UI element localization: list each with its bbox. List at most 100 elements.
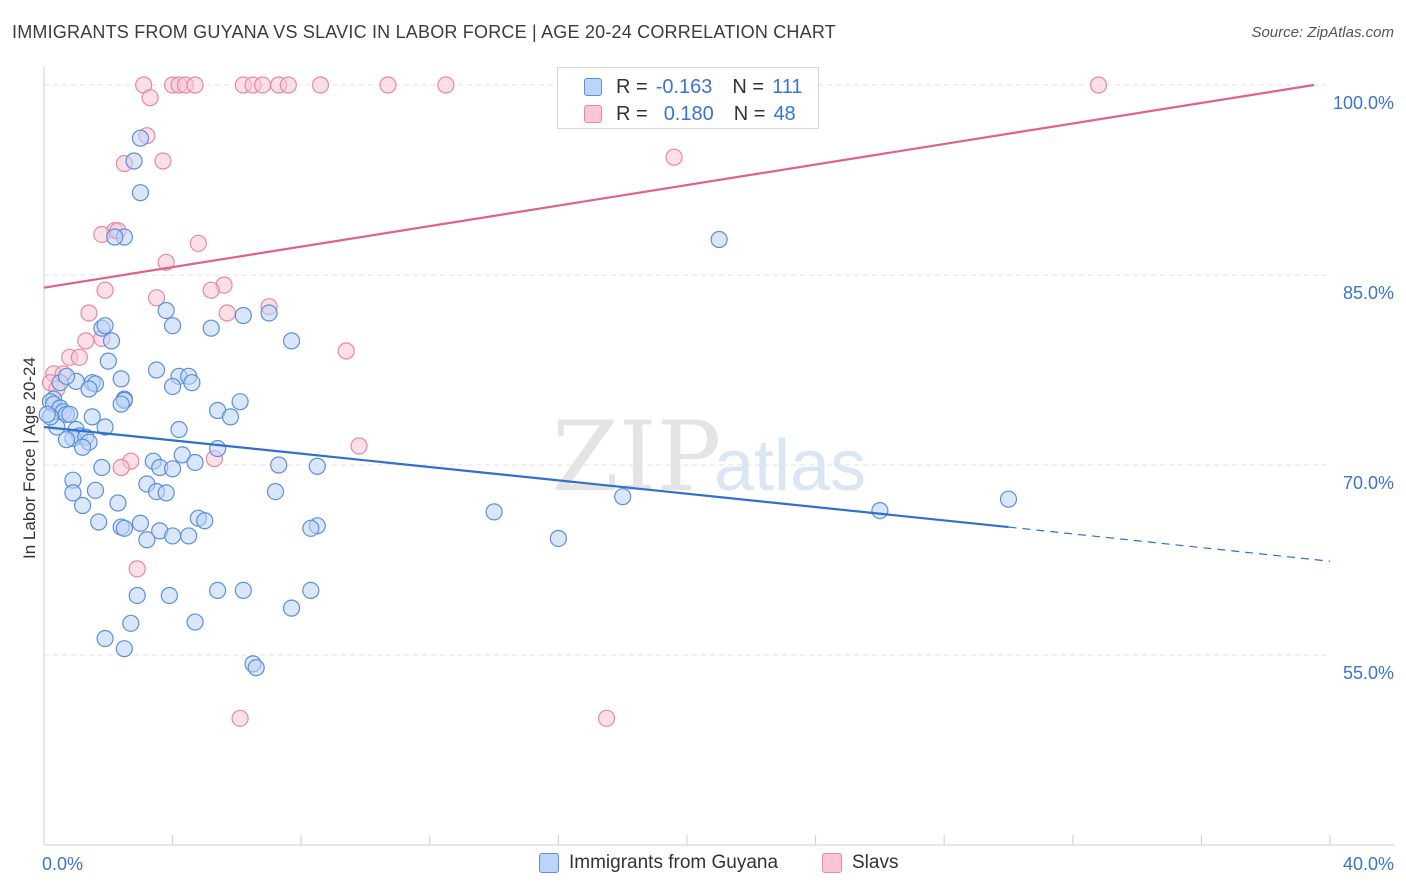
guyana-point [83, 408, 101, 426]
y-tick-label: 100.0% [1333, 93, 1394, 113]
watermark-zip: ZIP [552, 401, 721, 513]
gridlines [44, 84, 1330, 656]
guyana-point [549, 529, 568, 548]
guyana-point [308, 457, 326, 475]
guyana-point [131, 184, 150, 202]
guyana-point [157, 301, 175, 320]
y-tick-label: 55.0% [1343, 663, 1394, 683]
guyana-point [485, 503, 503, 521]
guyana-point [180, 527, 198, 545]
guyana-point [999, 490, 1018, 508]
guyana-point [871, 502, 889, 520]
slavs-point [1089, 76, 1108, 94]
guyana-point [270, 456, 288, 474]
guyana-point [710, 230, 728, 249]
r-value: -0.163 [655, 75, 713, 98]
guyana-legend-swatch [539, 853, 559, 873]
guyana-point [73, 438, 92, 456]
guyana-point [112, 395, 130, 413]
slavs-point [189, 234, 207, 252]
guyana-point [302, 581, 320, 600]
r-label: R = [616, 102, 648, 125]
guyana-trend-line [43, 425, 1009, 529]
guyana-trend-extension [1008, 526, 1331, 562]
guyana-point [96, 317, 114, 335]
guyana-point [57, 431, 76, 449]
slavs-swatch [584, 105, 602, 123]
guyana-point [73, 496, 92, 515]
axes [43, 66, 1394, 846]
guyana-point [302, 519, 320, 537]
guyana-point [102, 332, 121, 350]
guyana-point [115, 519, 133, 537]
guyana-point [164, 527, 182, 545]
legend-item-slavs[interactable]: Slavs [822, 852, 898, 874]
guyana-point [266, 483, 285, 501]
watermark-atlas: atlas [714, 426, 866, 506]
legend-row-guyana: R = -0.163 N = 111 [584, 74, 803, 100]
guyana-point [186, 613, 204, 631]
guyana-point [57, 367, 76, 385]
data-points [38, 76, 1108, 727]
guyana-point [64, 484, 82, 502]
slavs-point [218, 304, 236, 322]
slavs-point [665, 148, 683, 166]
r-value: 0.180 [663, 102, 714, 125]
series-legend: Immigrants from Guyana Slavs [0, 852, 1406, 878]
chart-title: IMMIGRANTS FROM GUYANA VS SLAVIC IN LABO… [12, 22, 836, 42]
guyana-point [90, 513, 108, 531]
slavs-point [254, 76, 272, 94]
guyana-point [209, 439, 227, 458]
guyana-point [186, 453, 204, 472]
slavs-legend-swatch [822, 853, 842, 873]
y-tick-label: 70.0% [1343, 473, 1394, 493]
slavs-point [311, 76, 330, 94]
guyana-point [109, 494, 127, 512]
stats-legend: R = -0.163 N = 111 R = 0.180 N = 48 [557, 67, 819, 129]
guyana-point [160, 586, 178, 605]
guyana-point [106, 228, 124, 246]
slavs-point [598, 709, 616, 727]
slavs-point [231, 709, 249, 727]
guyana-point [112, 370, 130, 388]
guyana-point [170, 420, 188, 439]
guyana-point [80, 380, 98, 398]
guyana-point [614, 488, 632, 506]
n-value: 48 [773, 102, 796, 125]
guyana-point [221, 408, 240, 426]
guyana-point [125, 152, 143, 170]
guyana-point [260, 304, 278, 322]
guyana-point [115, 640, 133, 658]
n-value: 111 [772, 75, 803, 98]
slavs-trend-line [43, 83, 1315, 289]
legend-item-guyana[interactable]: Immigrants from Guyana [539, 852, 778, 874]
slavs-point [147, 289, 166, 307]
slavs-point [128, 560, 146, 578]
slavs-point [80, 304, 98, 322]
guyana-point [247, 659, 265, 677]
slavs-point [379, 76, 397, 94]
slavs-point [70, 348, 88, 366]
guyana-point [131, 514, 150, 532]
guyana-point [231, 393, 249, 411]
guyana-point [96, 418, 114, 436]
guyana-point [128, 586, 146, 605]
guyana-point [131, 129, 150, 147]
trend-lines [43, 83, 1331, 562]
guyana-point [138, 531, 156, 549]
guyana-point [93, 458, 111, 477]
n-label: N = [732, 75, 765, 98]
slavs-point [154, 152, 172, 170]
guyana-point [122, 614, 140, 632]
guyana-point [164, 460, 182, 478]
guyana-legend-label: Immigrants from Guyana [569, 852, 779, 873]
guyana-point [99, 352, 117, 370]
guyana-point [234, 306, 252, 325]
guyana-point [61, 405, 79, 423]
tick-labels: 55.0% 70.0% 85.0% 100.0% 0.0% 40.0% [42, 93, 1394, 874]
guyana-point [86, 481, 105, 499]
guyana-point [147, 361, 166, 379]
legend-row-slavs: R = 0.180 N = 48 [584, 101, 796, 127]
slavs-point [141, 89, 159, 107]
